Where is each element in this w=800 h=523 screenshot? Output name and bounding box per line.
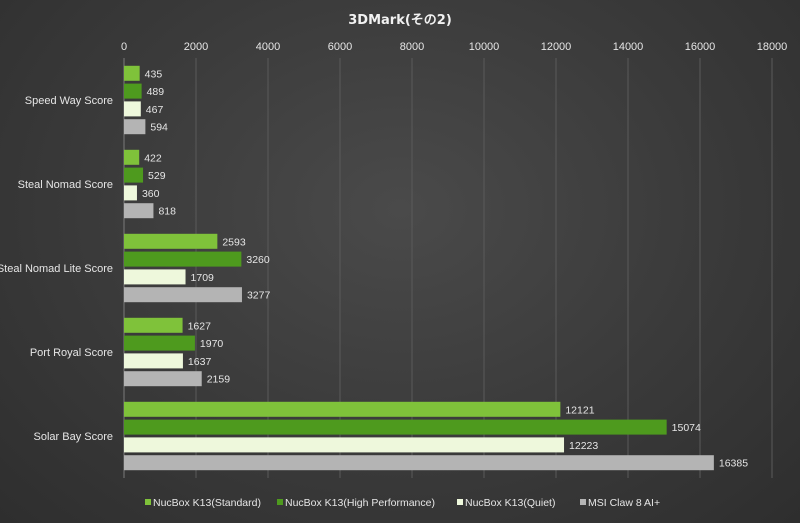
x-tick-label: 16000 xyxy=(685,41,716,53)
data-label: 15074 xyxy=(672,422,701,434)
legend-label: NucBox K13(Quiet) xyxy=(465,497,555,509)
bar xyxy=(124,455,714,471)
x-tick-label: 2000 xyxy=(184,41,208,53)
data-label: 435 xyxy=(145,68,163,80)
labels: 0 2000 4000 6000 8000 10000 12000 14000 16000 180… xyxy=(0,41,787,470)
bar xyxy=(124,287,242,303)
bar xyxy=(124,371,202,387)
legend-swatch xyxy=(145,499,151,505)
category-label: Port Royal Score xyxy=(30,347,113,359)
data-label: 529 xyxy=(148,170,166,182)
legend-swatch xyxy=(277,499,283,505)
data-label: 422 xyxy=(144,152,162,164)
bar xyxy=(124,119,146,135)
bar xyxy=(124,233,218,249)
category-label: Steal Nomad Lite Score xyxy=(0,263,113,275)
bar xyxy=(124,269,186,285)
bar xyxy=(124,335,195,351)
x-tick-label: 0 xyxy=(121,41,127,53)
legend-swatch xyxy=(580,499,586,505)
bar xyxy=(124,419,667,435)
data-label: 3260 xyxy=(246,254,270,266)
bar xyxy=(124,353,183,369)
data-label: 1627 xyxy=(188,320,212,332)
bar xyxy=(124,83,142,99)
data-label: 2159 xyxy=(207,374,231,386)
legend-label: MSI Claw 8 AI+ xyxy=(588,497,660,509)
data-label: 1709 xyxy=(191,272,215,284)
bar xyxy=(124,65,140,81)
data-label: 489 xyxy=(147,86,165,98)
x-tick-label: 4000 xyxy=(256,41,280,53)
data-label: 2593 xyxy=(222,236,246,248)
gridlines xyxy=(123,58,773,478)
data-label: 594 xyxy=(150,122,168,134)
data-label: 3277 xyxy=(247,290,271,302)
bar xyxy=(124,401,561,417)
bar xyxy=(124,149,140,165)
bar xyxy=(124,185,137,201)
category-label: Steal Nomad Score xyxy=(18,179,113,191)
legend-label: NucBox K13(High Performance) xyxy=(285,497,435,509)
x-tick-label: 12000 xyxy=(541,41,572,53)
category-label: Speed Way Score xyxy=(25,95,113,107)
legend-swatch xyxy=(457,499,463,505)
data-label: 360 xyxy=(142,188,160,200)
bar xyxy=(124,101,141,117)
data-label: 16385 xyxy=(719,458,748,470)
x-tick-label: 8000 xyxy=(400,41,424,53)
data-label: 1637 xyxy=(188,356,212,368)
legend-label: NucBox K13(Standard) xyxy=(153,497,261,509)
x-tick-label: 6000 xyxy=(328,41,352,53)
bar xyxy=(124,437,565,453)
legend: NucBox K13(Standard) NucBox K13(High Perf… xyxy=(145,497,660,509)
bar xyxy=(124,203,154,219)
category-label: Solar Bay Score xyxy=(34,431,113,443)
x-tick-label: 18000 xyxy=(757,41,788,53)
data-label: 12121 xyxy=(565,404,594,416)
bar xyxy=(124,167,144,183)
x-tick-label: 10000 xyxy=(469,41,500,53)
chart-title: 3DMark(その2) xyxy=(348,13,452,28)
bar xyxy=(124,251,242,267)
data-label: 1970 xyxy=(200,338,224,350)
data-label: 818 xyxy=(158,206,176,218)
bar xyxy=(124,317,183,333)
data-label: 12223 xyxy=(569,440,598,452)
x-tick-label: 14000 xyxy=(613,41,644,53)
bars xyxy=(124,65,714,471)
data-label: 467 xyxy=(146,104,164,116)
